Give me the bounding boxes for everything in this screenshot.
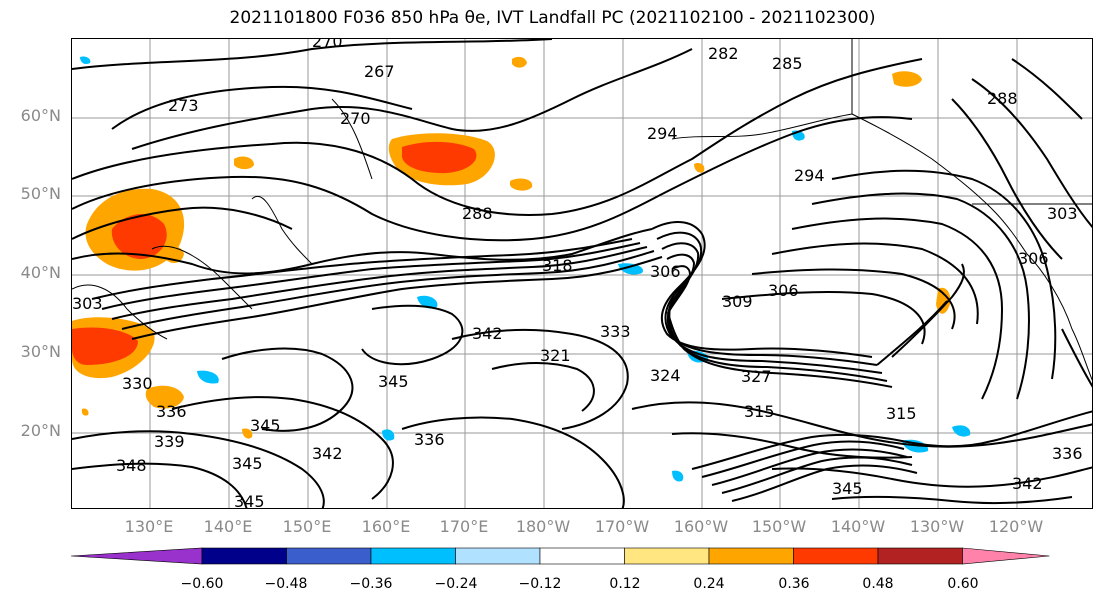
lat-label-50n: 50°N	[20, 184, 61, 203]
colorbar-swatch	[539, 547, 625, 565]
lat-label-40n: 40°N	[20, 263, 61, 282]
contour-label: 336	[414, 430, 445, 449]
lon-label-140w: 140°W	[830, 517, 886, 536]
contour-label: 345	[234, 492, 265, 509]
contour-label: 336	[1052, 444, 1083, 463]
map-title: 2021101800 F036 850 hPa θe, IVT Landfall…	[229, 8, 876, 28]
ivt-pc-shading	[72, 56, 971, 482]
colorbar-tick-label: −0.48	[264, 576, 308, 592]
contour-label: 282	[708, 44, 739, 63]
colorbar-tick-label: −0.24	[434, 576, 478, 592]
colorbar-tick-label: 0.24	[693, 576, 725, 592]
colorbar-tick-label: 0.48	[862, 576, 894, 592]
lon-label-130e: 130°E	[124, 517, 174, 536]
contour-label: 339	[154, 432, 185, 451]
lon-label-120w: 120°W	[988, 517, 1044, 536]
contour-label: 315	[886, 404, 917, 423]
contour-label: 273	[168, 96, 199, 115]
contour-label: 336	[156, 402, 187, 421]
contour-label: 345	[832, 479, 863, 498]
contour-label: 345	[378, 372, 409, 391]
contour-label: 321	[540, 346, 571, 365]
colorbar-tick-label: 0.36	[778, 576, 810, 592]
contour-label: 342	[312, 444, 343, 463]
contour-label: 267	[364, 62, 395, 81]
colorbar-tick-label: −0.60	[180, 576, 224, 592]
colorbar-tick-label: −0.12	[518, 576, 562, 592]
map-panel: 270 267 270 273 282 285 288 288 294 294 …	[71, 38, 1093, 509]
contour-label: 288	[987, 89, 1018, 108]
colorbar-tick-label: −0.36	[349, 576, 393, 592]
contour-label: 306	[1018, 249, 1049, 268]
contour-label: 303	[1047, 204, 1078, 223]
contour-label: 285	[772, 54, 803, 73]
colorbar-tick-label: 0.60	[947, 576, 979, 592]
lon-label-170w: 170°W	[594, 517, 650, 536]
contour-label: 294	[647, 124, 678, 143]
contour-label: 348	[116, 456, 147, 475]
lon-label-160e: 160°E	[361, 517, 411, 536]
contour-label: 270	[312, 39, 343, 51]
lon-label-150e: 150°E	[282, 517, 332, 536]
contour-label: 333	[600, 322, 631, 341]
colorbar-swatch	[877, 547, 963, 565]
contour-label: 309	[722, 292, 753, 311]
contour-label: 294	[794, 166, 825, 185]
contour-label: 306	[650, 262, 681, 281]
colorbar-swatch	[708, 547, 794, 565]
colorbar-swatch	[793, 547, 879, 565]
lon-label-130w: 130°W	[909, 517, 965, 536]
colorbar-tick-label: 0.12	[609, 576, 641, 592]
contour-label: 342	[1012, 474, 1043, 493]
lon-label-170e: 170°E	[439, 517, 489, 536]
colorbar-swatch	[455, 547, 541, 565]
lon-label-150w: 150°W	[751, 517, 807, 536]
contour-label: 318	[542, 256, 573, 275]
lon-label-160w: 160°W	[673, 517, 729, 536]
lon-label-140e: 140°E	[203, 517, 253, 536]
colorbar	[70, 547, 1050, 565]
theta-e-contours	[72, 39, 1092, 508]
contour-label: 270	[340, 109, 371, 128]
colorbar-swatches	[70, 547, 1050, 565]
lat-label-60n: 60°N	[20, 106, 61, 125]
contour-label: 324	[650, 366, 681, 385]
contour-label: 327	[741, 367, 772, 386]
contour-label: 306	[768, 281, 799, 300]
contour-label: 303	[72, 294, 103, 313]
colorbar-extend-min	[70, 547, 203, 565]
colorbar-swatch	[370, 547, 456, 565]
contour-label: 345	[250, 416, 281, 435]
colorbar-swatch	[624, 547, 710, 565]
colorbar-extend-max	[962, 547, 1050, 565]
contour-label: 288	[462, 204, 493, 223]
theta-e-contour-map: 270 267 270 273 282 285 288 288 294 294 …	[72, 39, 1092, 509]
lat-label-20n: 20°N	[20, 421, 61, 440]
contour-labels: 270 267 270 273 282 285 288 288 294 294 …	[72, 39, 1083, 509]
colorbar-swatch	[286, 547, 372, 565]
contour-label: 315	[744, 402, 775, 421]
contour-label: 345	[232, 454, 263, 473]
contour-label: 342	[472, 324, 503, 343]
lat-label-30n: 30°N	[20, 342, 61, 361]
contour-label: 330	[122, 374, 153, 393]
colorbar-swatch	[201, 547, 287, 565]
lon-label-180w: 180°W	[515, 517, 571, 536]
